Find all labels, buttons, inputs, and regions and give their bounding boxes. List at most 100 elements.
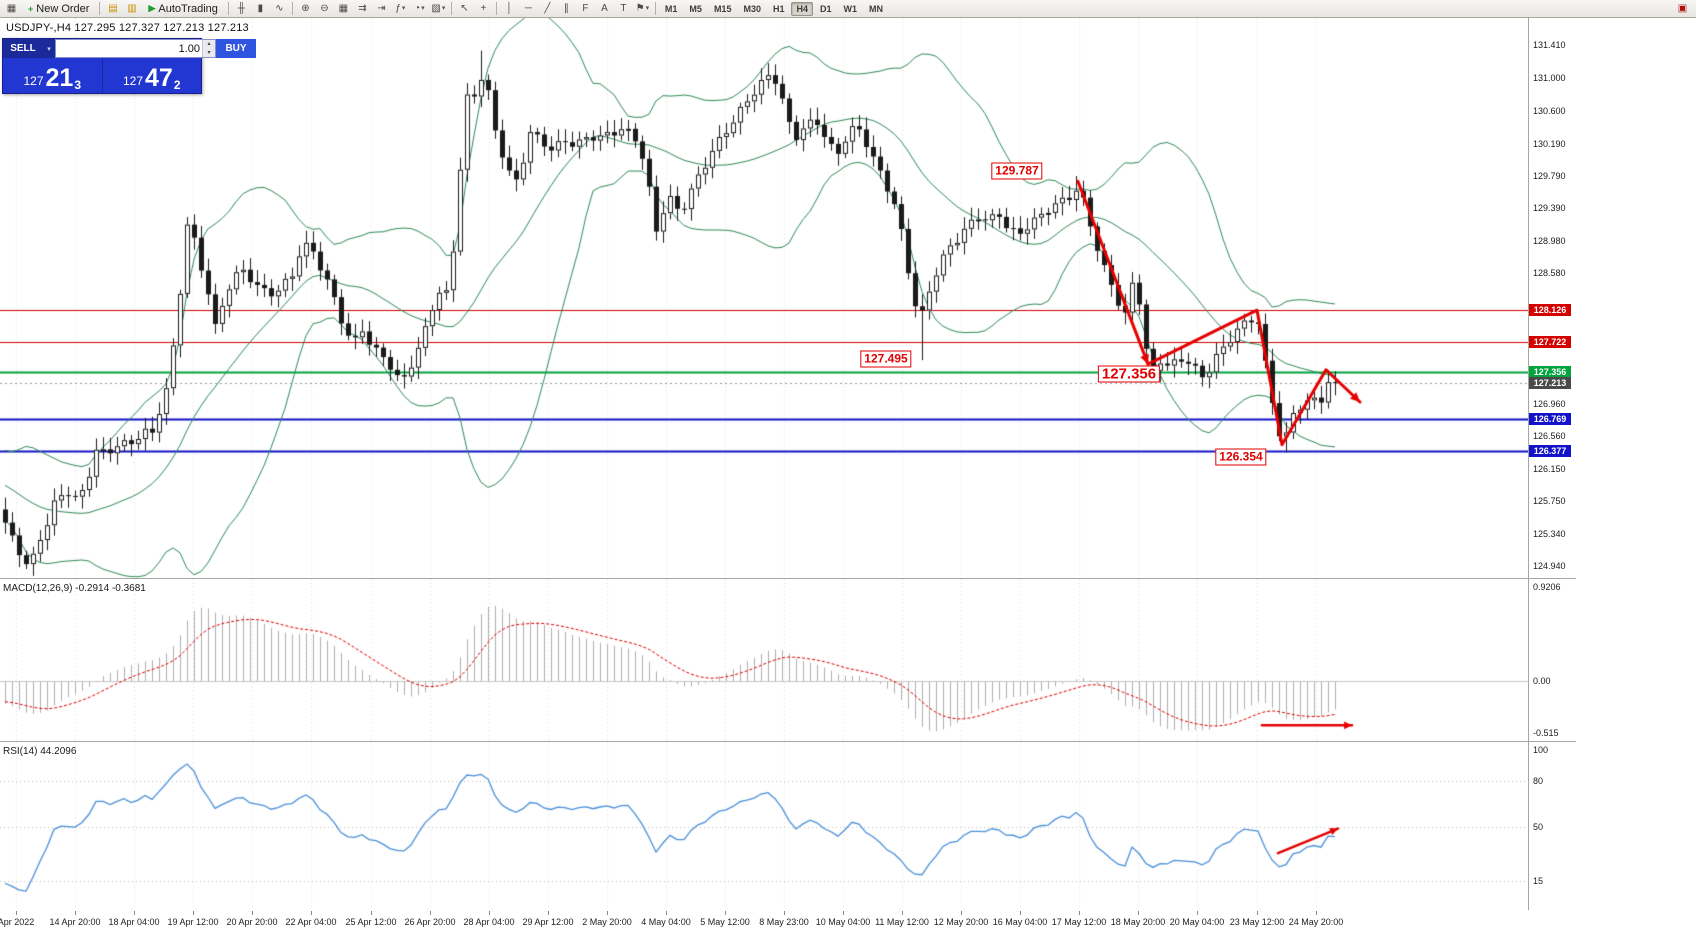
- market-watch-icon[interactable]: ▤: [108, 3, 118, 14]
- new-order-button[interactable]: + New Order: [21, 0, 96, 18]
- timeframe-h4[interactable]: H4: [791, 1, 813, 16]
- macd-axis-label: 0.00: [1533, 675, 1551, 686]
- lot-size-box: ▴ ▾: [55, 39, 216, 58]
- price-tick-label: 125.340: [1533, 529, 1566, 539]
- periods-icon[interactable]: ◔ ▾: [414, 3, 425, 14]
- crosshair-icon[interactable]: +: [480, 3, 487, 14]
- time-axis-label: 8 May 23:00: [759, 917, 809, 927]
- price-annotation-label[interactable]: 127.495: [860, 350, 912, 367]
- sell-button[interactable]: SELL: [3, 39, 43, 58]
- lot-increase-button[interactable]: ▴: [203, 40, 215, 49]
- data-window-icon[interactable]: ▥: [127, 3, 137, 14]
- price-badge-127.213: 127.213: [1529, 377, 1571, 390]
- tile-windows-icon[interactable]: ▦: [338, 3, 349, 14]
- price-annotation-label[interactable]: 127.356: [1097, 365, 1161, 383]
- equidistant-channel-icon[interactable]: ∥: [563, 3, 569, 14]
- toolbar-separator: [291, 2, 293, 15]
- axis-border: [1528, 18, 1529, 934]
- price-badge-127.356: 127.356: [1529, 365, 1571, 378]
- timeframe-d1[interactable]: D1: [820, 3, 832, 14]
- price-annotation-label[interactable]: 126.354: [1215, 448, 1267, 466]
- macd-axis-label: -0.515: [1533, 728, 1559, 738]
- new-chart-icon[interactable]: ▦: [6, 3, 17, 14]
- timeframe-mn[interactable]: MN: [869, 3, 884, 14]
- rsi-indicator-label: RSI(14) 44.2096: [3, 746, 77, 757]
- vertical-line-icon[interactable]: │: [506, 3, 513, 14]
- trendline-icon[interactable]: ╱: [544, 3, 551, 14]
- templates-icon-caret: ▾: [441, 5, 446, 12]
- timeframe-m15[interactable]: M15: [713, 3, 732, 14]
- price-badge-126.377: 126.377: [1529, 444, 1571, 457]
- main-chart[interactable]: [0, 18, 1528, 578]
- toolbar-separator: [227, 2, 229, 15]
- autotrading-button-label: AutoTrading: [158, 2, 218, 15]
- price-badge-127.722: 127.722: [1529, 336, 1571, 349]
- time-tick-mark: [1316, 911, 1317, 915]
- macd-axis-label: 0.9206: [1533, 582, 1561, 592]
- price-tick-label: 131.410: [1533, 40, 1566, 51]
- time-axis[interactable]: Apr 2022 14 Apr 20:00 18 Apr 04:00 19 Apr 1…: [0, 910, 1576, 934]
- autotrading-button[interactable]: ▶ AutoTrading: [141, 0, 224, 18]
- fibonacci-icon[interactable]: F: [582, 3, 589, 14]
- timeframe-w1[interactable]: W1: [843, 3, 858, 14]
- time-tick-mark: [784, 911, 785, 915]
- time-axis-label: 10 May 04:00: [815, 917, 871, 927]
- macd-panel[interactable]: [0, 579, 1528, 741]
- trade-options-caret-icon[interactable]: ▾: [43, 39, 55, 58]
- horizontal-line-icon[interactable]: ─: [524, 3, 532, 14]
- time-tick-mark: [489, 911, 490, 915]
- rsi-axis-label: 80: [1533, 775, 1544, 786]
- candlestick-chart-icon[interactable]: ▮: [257, 3, 264, 14]
- price-tick-label: 124.940: [1533, 561, 1566, 572]
- indicators-icon[interactable]: ƒ ▾: [395, 3, 406, 14]
- chart-shift-icon[interactable]: ⇥: [377, 3, 386, 14]
- price-tick-label: 126.150: [1533, 463, 1566, 474]
- time-tick-mark: [607, 911, 608, 915]
- text-icon[interactable]: A: [601, 3, 608, 14]
- templates-icon[interactable]: ▧ ▾: [431, 3, 446, 14]
- timeframe-h1[interactable]: H1: [772, 3, 785, 14]
- macd-pane-divider[interactable]: [0, 578, 1576, 579]
- rsi-pane-divider[interactable]: [0, 741, 1576, 742]
- time-axis-label: 5 May 12:00: [700, 917, 750, 927]
- lot-size-input[interactable]: [56, 40, 202, 57]
- rsi-panel[interactable]: [0, 742, 1528, 910]
- time-axis-label: 4 May 04:00: [641, 917, 691, 927]
- zoom-in-icon[interactable]: ⊕: [301, 3, 310, 14]
- time-axis-label: 20 Apr 20:00: [226, 917, 278, 927]
- text-label-icon[interactable]: T: [620, 3, 627, 14]
- timeframe-m5[interactable]: M5: [689, 3, 702, 14]
- terminal-tray-icon[interactable]: ▣: [1677, 3, 1688, 14]
- price-tick-label: 130.600: [1533, 105, 1566, 116]
- buy-button[interactable]: BUY: [216, 39, 256, 58]
- auto-scroll-icon[interactable]: ⇉: [358, 3, 367, 14]
- time-axis-label: 17 May 12:00: [1051, 917, 1107, 927]
- arrows-icon[interactable]: ⚑ ▾: [635, 3, 650, 14]
- time-tick-mark: [902, 911, 903, 915]
- time-axis-label: 12 May 20:00: [933, 917, 989, 927]
- autotrading-button-icon: ▶: [148, 3, 156, 13]
- time-tick-mark: [75, 911, 76, 915]
- cursor-icon[interactable]: ↖: [460, 3, 469, 14]
- time-tick-mark: [430, 911, 431, 915]
- lot-decrease-button[interactable]: ▾: [203, 48, 215, 57]
- buy-price[interactable]: 127 47 2: [102, 58, 201, 93]
- timeframe-m30[interactable]: M30: [743, 3, 761, 14]
- time-axis-label: 14 Apr 20:00: [49, 917, 101, 927]
- bar-chart-icon[interactable]: ╫: [237, 3, 245, 14]
- time-tick-mark: [193, 911, 194, 915]
- line-chart-icon[interactable]: ∿: [275, 3, 284, 14]
- sell-price[interactable]: 127 21 3: [3, 58, 103, 93]
- price-annotation-label[interactable]: 129.787: [991, 162, 1043, 180]
- price-tick-label: 128.580: [1533, 268, 1566, 279]
- lot-spinner: ▴ ▾: [202, 40, 215, 57]
- time-axis-label: 19 Apr 12:00: [167, 917, 219, 927]
- time-tick-mark: [548, 911, 549, 915]
- zoom-out-icon[interactable]: ⊖: [320, 3, 329, 14]
- time-axis-label: 2 May 20:00: [582, 917, 632, 927]
- timeframe-m1[interactable]: M1: [664, 3, 678, 14]
- time-tick-mark: [134, 911, 135, 915]
- time-axis-label: 20 May 04:00: [1169, 917, 1225, 927]
- time-axis-label: 23 May 12:00: [1229, 917, 1285, 927]
